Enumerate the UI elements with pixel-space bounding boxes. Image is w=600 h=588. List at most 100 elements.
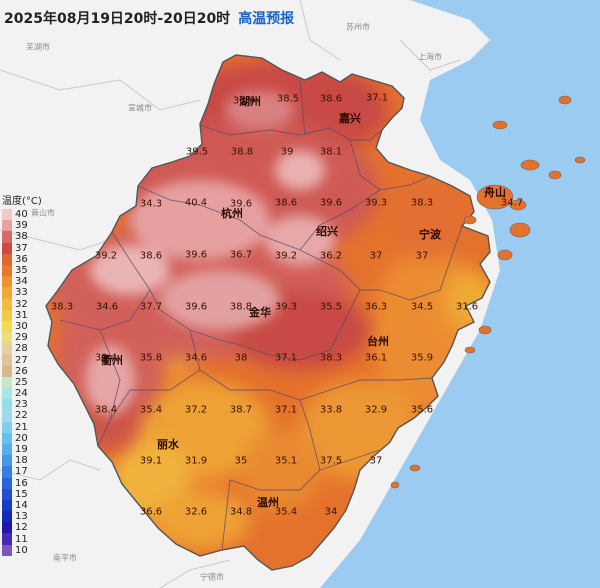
neighbor-place-label: 上海市 [418, 52, 442, 62]
temperature-value: 37 [369, 250, 383, 262]
temperature-value: 36.7 [229, 249, 253, 261]
temperature-value: 35 [234, 455, 248, 467]
legend-swatch [2, 231, 12, 243]
legend-label: 21 [15, 421, 28, 433]
temperature-value: 39.2 [94, 250, 118, 262]
legend-swatch [2, 443, 12, 456]
legend-item: 12 [2, 522, 42, 534]
temperature-value: 39.2 [274, 250, 298, 262]
temperature-value: 39.6 [184, 301, 208, 313]
legend-item: 29 [2, 332, 42, 344]
legend-swatch [2, 220, 12, 232]
legend-swatch [2, 499, 12, 512]
temperature-value: 34.8 [229, 506, 253, 518]
temperature-value: 38.8 [230, 146, 254, 158]
neighbor-place-label: 南平市 [53, 553, 77, 563]
temperature-value: 38.3 [319, 352, 343, 364]
legend-swatch [2, 298, 12, 310]
temperature-value: 35.9 [410, 352, 434, 364]
legend-item: 23 [2, 399, 42, 411]
legend-label: 24 [15, 388, 28, 400]
legend-swatch [2, 544, 12, 556]
legend-item: 20 [2, 432, 42, 444]
temperature-value: 37 [415, 250, 429, 262]
temperature-value: 39 [280, 146, 294, 158]
legend-label: 31 [15, 309, 28, 321]
legend-label: 29 [15, 332, 28, 344]
temperature-value: 38.4 [94, 404, 118, 416]
legend-item: 17 [2, 466, 42, 478]
temperature-value: 39.6 [229, 198, 253, 210]
title-date-range: 2025年08月19日20时-20日20时 [4, 11, 231, 27]
legend-label: 27 [15, 354, 28, 366]
legend-swatch [2, 354, 12, 366]
temperature-value: 33.8 [319, 404, 343, 416]
temperature-value: 38.5 [276, 93, 300, 105]
legend-swatch [2, 388, 12, 400]
legend-label: 25 [15, 376, 28, 388]
legend-swatch [2, 332, 12, 344]
temperature-value: 38.3 [50, 301, 74, 313]
legend-title: 温度(°C) [2, 196, 42, 207]
legend-label: 19 [15, 444, 28, 456]
temperature-value: 34.6 [184, 352, 208, 364]
temperature-value: 35.5 [319, 301, 343, 313]
legend-swatch [2, 365, 12, 377]
city-label: 金华 [249, 306, 271, 319]
temperature-legend: 温度(°C) 40 39 38 37 36 35 34 33 32 31 30 29 28 27 26 25 2… [2, 192, 42, 556]
legend-swatch [2, 466, 12, 478]
legend-label: 13 [15, 511, 28, 523]
temperature-value: 34.6 [95, 301, 119, 313]
temperature-value: 36.6 [139, 506, 163, 518]
temperature-value: 34.5 [410, 301, 434, 313]
temperature-value: 32.6 [184, 506, 208, 518]
legend-swatch [2, 410, 12, 422]
temperature-value: 34.3 [139, 198, 163, 210]
legend-label: 32 [15, 298, 28, 310]
legend-swatch [2, 320, 12, 333]
legend-swatch [2, 309, 12, 321]
legend-item: 25 [2, 376, 42, 388]
temperature-value: 39.6 [184, 249, 208, 261]
city-label: 绍兴 [316, 225, 338, 238]
temperature-value: 38.3 [410, 197, 434, 209]
legend-label: 20 [15, 432, 28, 444]
temperature-value: 39.3 [274, 301, 298, 313]
temperature-value: 37.7 [139, 301, 163, 313]
city-label: 宁波 [419, 228, 441, 241]
temperature-value: 36.3 [364, 301, 388, 313]
legend-swatch [2, 276, 12, 288]
legend-item: 13 [2, 511, 42, 523]
legend-label: 36 [15, 253, 28, 265]
temperature-value: 35.8 [139, 352, 163, 364]
legend-swatch [2, 477, 12, 489]
legend-item: 27 [2, 354, 42, 366]
neighbor-place-label: 宁德市 [200, 572, 224, 582]
legend-item: 18 [2, 455, 42, 467]
temperature-value: 39.1 [139, 455, 163, 467]
legend-item: 39 [2, 220, 42, 232]
temperature-value: 38.6 [139, 250, 163, 262]
title-tag: 高温预报 [238, 11, 295, 27]
legend-swatch [2, 421, 12, 433]
city-label: 湖州 [239, 95, 261, 108]
temperature-value: 39.5 [185, 146, 209, 158]
legend-label: 28 [15, 343, 28, 355]
city-label: 丽水 [157, 438, 179, 451]
temperature-value: 38.6 [274, 197, 298, 209]
legend-label: 26 [15, 365, 28, 377]
temperature-value: 38.8 [229, 301, 253, 313]
temperature-value: 38.6 [319, 93, 343, 105]
temperature-value: 37 [369, 455, 383, 467]
legend-item: 22 [2, 410, 42, 422]
legend-label: 15 [15, 488, 28, 500]
legend-label: 17 [15, 466, 28, 478]
legend-item: 30 [2, 320, 42, 333]
legend-item: 36 [2, 253, 42, 265]
legend-item: 35 [2, 264, 42, 277]
temperature-value: 37.1 [365, 92, 389, 104]
neighbor-place-label: 黄山市 [31, 208, 55, 218]
legend-label: 18 [15, 455, 28, 467]
